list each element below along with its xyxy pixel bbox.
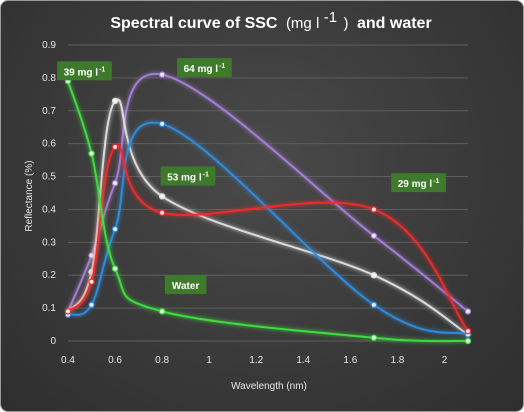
series-line — [67, 144, 469, 332]
y-axis-ticks: 0 0.1 0.2 0.3 0.4 0.5 0.6 0.7 0.8 0.9 — [42, 40, 56, 347]
label-tag-bg — [57, 61, 112, 81]
y-tick-label: 0.2 — [42, 270, 56, 281]
y-tick-label: 0.3 — [42, 237, 56, 248]
data-point — [158, 193, 166, 200]
y-tick-label: 0 — [50, 336, 56, 347]
x-axis-label: Wavelength (nm) — [231, 381, 307, 392]
x-tick-label: 0.6 — [108, 355, 122, 366]
label-tag-text: Water — [172, 281, 200, 292]
label-tag-text: 53 mg l-1 — [167, 172, 209, 184]
series-2 — [64, 120, 472, 338]
x-tick-label: 1.2 — [249, 355, 263, 366]
series-3 — [64, 143, 472, 335]
data-point — [370, 272, 378, 279]
y-tick-label: 0.4 — [42, 204, 56, 215]
data-point — [88, 150, 95, 157]
y-tick-label: 0.9 — [42, 40, 56, 51]
label-tag-text: 39 mg l-1 — [64, 66, 106, 78]
x-tick-label: 1.4 — [296, 355, 310, 366]
series-label-tag: Water — [164, 275, 207, 295]
data-point — [88, 301, 95, 309]
series-line — [67, 121, 469, 336]
series-label-tag: 53 mg l-1 — [160, 166, 216, 186]
data-point — [370, 301, 378, 309]
data-point — [88, 278, 95, 285]
y-tick-label: 0.8 — [42, 73, 56, 84]
data-point — [158, 209, 166, 216]
label-tag-bg — [164, 275, 207, 295]
data-point — [111, 97, 119, 105]
series-label-tag: 64 mg l-1 — [177, 58, 232, 78]
x-tick-label: 1 — [206, 355, 212, 366]
data-point — [464, 337, 472, 345]
data-point — [111, 225, 119, 233]
series-label-tag: 29 mg l-1 — [391, 173, 446, 193]
series-1 — [64, 97, 472, 338]
data-point — [464, 308, 472, 315]
x-axis-ticks: 0.4 0.6 0.8 1 1.2 1.4 1.6 1.8 2 — [61, 355, 448, 366]
data-point — [111, 143, 119, 151]
series-label-tag: 39 mg l-1 — [57, 61, 112, 81]
y-tick-label: 0.6 — [42, 139, 56, 150]
y-axis-label: Reflectance (%) — [24, 160, 35, 231]
data-point — [158, 308, 166, 315]
x-tick-label: 0.4 — [61, 355, 75, 366]
label-tag-text: 29 mg l-1 — [398, 178, 440, 190]
label-tag-bg — [160, 166, 216, 186]
x-tick-label: 2 — [442, 355, 448, 366]
data-point — [370, 206, 378, 213]
data-point — [158, 71, 166, 78]
series-4 — [64, 77, 472, 345]
x-tick-label: 1.8 — [390, 355, 404, 366]
data-point — [111, 265, 119, 272]
y-tick-label: 0.1 — [42, 303, 56, 314]
gridlines — [68, 44, 468, 342]
label-tag-bg — [177, 58, 232, 78]
series-line — [67, 73, 469, 313]
label-tag-bg — [391, 173, 446, 193]
series-line — [67, 80, 469, 343]
series-lines — [64, 71, 472, 345]
data-point — [111, 179, 119, 187]
series-0 — [64, 71, 472, 315]
chart-title: Spectral curve of SSC (mg l -1 ) and wat… — [110, 9, 431, 32]
data-point — [64, 308, 72, 315]
series-labels: 39 mg l-1 64 mg l-1 53 mg l-1 29 mg l-1 Wate… — [57, 58, 446, 295]
y-tick-label: 0.7 — [42, 106, 56, 117]
x-tick-label: 1.6 — [343, 355, 357, 366]
label-tag-text: 64 mg l-1 — [184, 63, 226, 75]
y-tick-label: 0.5 — [42, 172, 56, 183]
data-point — [464, 327, 472, 335]
data-point — [370, 232, 378, 239]
data-point — [158, 120, 166, 128]
data-point — [370, 334, 378, 341]
x-tick-label: 0.8 — [155, 355, 169, 366]
